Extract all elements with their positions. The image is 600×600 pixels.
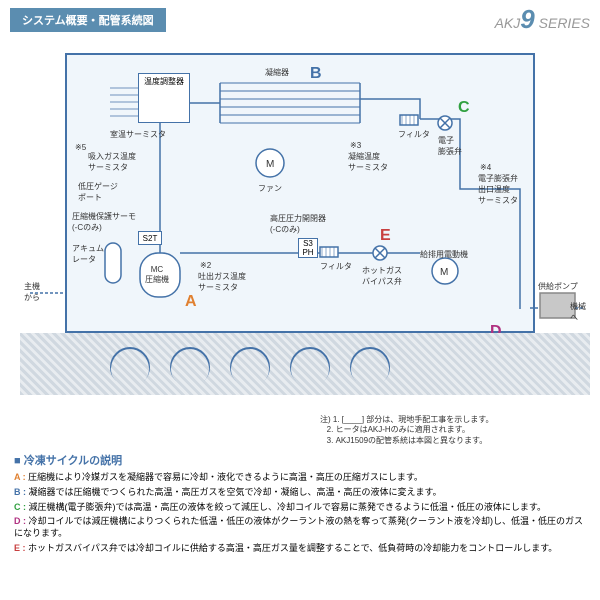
- mark-4: ※4: [480, 163, 491, 172]
- explain-a: 圧縮機により冷媒ガスを凝縮器で容易に冷却・液化できるように高温・高圧の圧縮ガスに…: [28, 472, 423, 482]
- explain-c: 減圧機構(電子膨張弁)では高温・高圧の液体を絞って減圧し、冷却コイルで容易に蒸発…: [29, 502, 546, 512]
- temp-controller: 温度調整器: [138, 73, 190, 123]
- series-label: AKJ9 SERIES: [495, 4, 590, 35]
- lbl-from-main: 主機 から: [24, 281, 40, 303]
- lbl-fan: ファン: [258, 183, 282, 194]
- explain-title: ■ 冷凍サイクルの説明: [14, 452, 586, 468]
- lbl-filter2: フィルタ: [320, 261, 352, 272]
- svg-text:M: M: [266, 159, 274, 170]
- lbl-pump: 給排用電動機: [420, 249, 468, 260]
- lbl-comp-protect: 圧縮機保護サーモ (-Cのみ): [72, 211, 136, 233]
- lbl-eev: 電子 膨張弁: [438, 135, 462, 157]
- lbl-filter1: フィルタ: [398, 129, 430, 140]
- s2t-box: S2T: [138, 231, 162, 245]
- letter-c: C: [458, 99, 470, 117]
- title-badge: システム概要・配管系続図: [10, 8, 166, 32]
- lbl-accum: アキュム レータ: [72, 243, 104, 265]
- lbl-discharge-therm: 吐出ガス温度 サーミスタ: [198, 271, 246, 293]
- explain-e: ホットガスバイパス弁では冷却コイルに供給する高温・高圧ガス量を調整することで、低…: [28, 543, 557, 553]
- lbl-room-therm: 室温サーミスタ: [110, 129, 166, 140]
- lbl-suction-therm: 吸入ガス温度 サーミスタ: [88, 151, 136, 173]
- lbl-condenser: 凝縮器: [265, 67, 289, 78]
- notes: 注) 1. [____] 部分は、現地手配工事を示します。 2. ヒータはAKJ…: [320, 415, 600, 446]
- lbl-compressor: MC 圧縮機: [145, 265, 169, 285]
- svg-text:M: M: [440, 267, 448, 278]
- tank-area: [20, 333, 590, 395]
- letter-e: E: [380, 227, 391, 245]
- letter-b: B: [310, 65, 322, 83]
- header: システム概要・配管系続図 AKJ9 SERIES: [0, 0, 600, 39]
- s3ph-box: S3 PH: [298, 238, 318, 258]
- lbl-cond-therm: 凝縮温度 サーミスタ: [348, 151, 388, 173]
- explanation: ■ 冷凍サイクルの説明 A : 圧縮機により冷媒ガスを凝縮器で容易に冷却・液化で…: [0, 446, 600, 554]
- letter-a: A: [185, 293, 197, 311]
- lbl-to-machine: 機械へ: [570, 301, 590, 323]
- explain-d: 冷却コイルでは減圧機構によりつくられた低温・低圧の液体がクーラント液の熱を奪って…: [14, 516, 583, 538]
- lbl-supply-pump: 供給ポンプ: [538, 281, 578, 292]
- mark-5a: ※5: [75, 143, 86, 152]
- mark-2: ※2: [200, 261, 211, 270]
- lbl-hp-switch: 高圧圧力開閉器 (-Cのみ): [270, 213, 326, 235]
- diagram: M M 温度調整器 A B C D E 室温サーミスタ 吸入ガス温度 サーミスタ…: [10, 43, 590, 413]
- lbl-eev-therm: 電子膨張弁 出口温度 サーミスタ: [478, 173, 518, 206]
- explain-b: 凝縮器では圧縮機でつくられた高温・高圧ガスを空気で冷却・凝縮し、高温・高圧の液体…: [29, 487, 442, 497]
- lbl-hgbp: ホットガス バイパス弁: [362, 265, 402, 287]
- lbl-lp-gauge: 低圧ゲージ ポート: [78, 181, 118, 203]
- mark-3: ※3: [350, 141, 361, 150]
